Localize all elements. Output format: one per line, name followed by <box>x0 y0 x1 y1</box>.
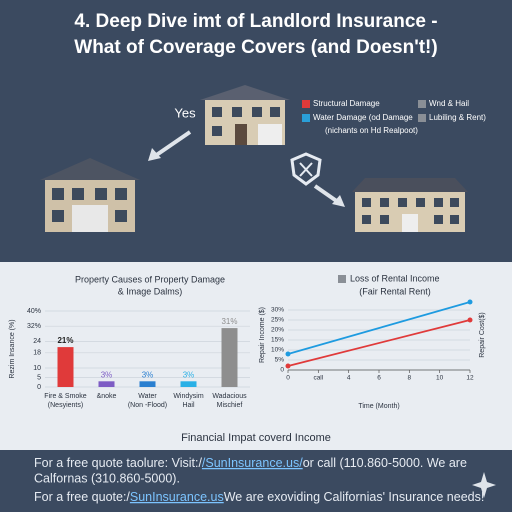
footer-link[interactable]: /SunInsurance.us/ <box>202 456 303 470</box>
bar <box>221 328 238 387</box>
y-tick-label: 5% <box>275 357 285 364</box>
footer-text: We are exoviding Californias' Insurance … <box>224 490 485 504</box>
footer-link[interactable]: SunInsurance.us <box>130 490 224 504</box>
chart-subtitle: (Fair Rental Rent) <box>359 286 431 296</box>
footer-text: For a free quote taolure: Visit:/ <box>34 456 202 470</box>
shield-icon <box>290 152 322 186</box>
bar <box>98 381 115 387</box>
y-tick-label: 25% <box>271 317 284 324</box>
x-tick-label: Hail <box>182 402 195 409</box>
chart-title: Loss of Rental Income <box>350 273 440 283</box>
y-tick-label: 0 <box>37 384 41 391</box>
building-right <box>352 178 468 232</box>
y-axis-label: Rezim Insance (%) <box>9 319 16 378</box>
legend-swatch <box>418 114 426 122</box>
title: What of Coverage Covers (and Doesn't!) <box>74 37 437 58</box>
legend-label: Wnd & Hail <box>429 99 469 108</box>
title: 4. Deep Dive imt of Landlord Insurance - <box>74 11 437 32</box>
legend-swatch <box>338 275 346 283</box>
footer-text: or call (110.860-5000. We are <box>303 456 467 470</box>
y-tick-label: 20% <box>271 327 284 334</box>
x-tick-label: (Non -Flood) <box>128 402 167 409</box>
y-tick-label: 10 <box>33 365 41 372</box>
yes-label: Yes <box>174 105 196 120</box>
x-tick-label: Mischief <box>217 402 243 409</box>
legend-swatch <box>302 100 310 108</box>
bar <box>139 381 156 387</box>
house-center <box>200 85 290 145</box>
arrow-head <box>332 195 345 207</box>
value-label: 21% <box>57 336 73 345</box>
y-tick-label: 0 <box>280 367 284 374</box>
sparkle-icon <box>472 472 496 498</box>
value-label: 3% <box>142 370 154 379</box>
y-tick-label: 30% <box>271 307 284 314</box>
y-tick-label: 15% <box>271 337 284 344</box>
bar <box>57 347 74 387</box>
legend-swatch <box>302 114 310 122</box>
value-label: 31% <box>221 317 237 326</box>
arrow <box>313 184 340 204</box>
caption: Financial Impat coverd Income <box>181 432 331 444</box>
footer-line: For a free quote:/SunInsurance.usWe are … <box>34 490 484 504</box>
bar <box>180 381 197 387</box>
x-tick-label: Windysim <box>173 393 204 400</box>
y-tick-label: 10% <box>271 347 284 354</box>
x-tick-label: call <box>313 375 323 382</box>
x-tick-label: 4 <box>347 375 351 382</box>
y-tick-label: 24 <box>33 338 41 345</box>
line-series <box>287 319 471 367</box>
arrow <box>153 130 192 158</box>
point <box>285 363 291 369</box>
y-tick-label: 40% <box>27 308 41 315</box>
x-axis-label: Time (Month) <box>358 403 399 410</box>
x-tick-label: (Nesyients) <box>48 402 83 409</box>
x-tick-label: Water <box>138 393 157 400</box>
arrow-head <box>148 148 161 161</box>
value-label: 3% <box>183 370 195 379</box>
x-tick-label: 6 <box>377 375 381 382</box>
point <box>467 299 473 305</box>
x-tick-label: 8 <box>408 375 412 382</box>
x-tick-label: 0 <box>286 375 290 382</box>
legend-label: Water Damage (od Damage <box>313 113 413 122</box>
line-series <box>287 301 471 355</box>
x-tick-label: &noke <box>97 393 117 400</box>
chart-panel <box>0 262 512 450</box>
x-tick-label: 12 <box>466 375 474 382</box>
point <box>285 351 291 357</box>
footer-text: For a free quote:/ <box>34 490 130 504</box>
house-left <box>40 158 140 232</box>
legend-label: (nichants on Hd Realpoot) <box>325 126 418 135</box>
chart-subtitle: & Image Dalms) <box>118 286 183 296</box>
legend-swatch <box>418 100 426 108</box>
x-tick-label: Wadacious <box>212 393 247 400</box>
y-tick-label: 18 <box>33 350 41 357</box>
footer-line: Calfornas (310.860-5000). <box>34 471 180 485</box>
y-tick-label: 32% <box>27 323 41 330</box>
legend-label: Lubiling & Rent) <box>429 113 486 122</box>
y-axis-label: Repair Income ($) <box>259 307 266 363</box>
legend-label: Structural Damage <box>313 99 380 108</box>
chart-title: Property Causes of Property Damage <box>75 274 225 284</box>
y-tick-label: 5 <box>37 374 41 381</box>
value-label: 3% <box>101 370 113 379</box>
y2-axis-label: Repair Cost($) <box>479 312 486 358</box>
x-tick-label: Fire & Smoke <box>44 393 87 400</box>
footer-line: For a free quote taolure: Visit://SunIns… <box>34 456 467 470</box>
point <box>467 317 473 323</box>
x-tick-label: 10 <box>436 375 444 382</box>
